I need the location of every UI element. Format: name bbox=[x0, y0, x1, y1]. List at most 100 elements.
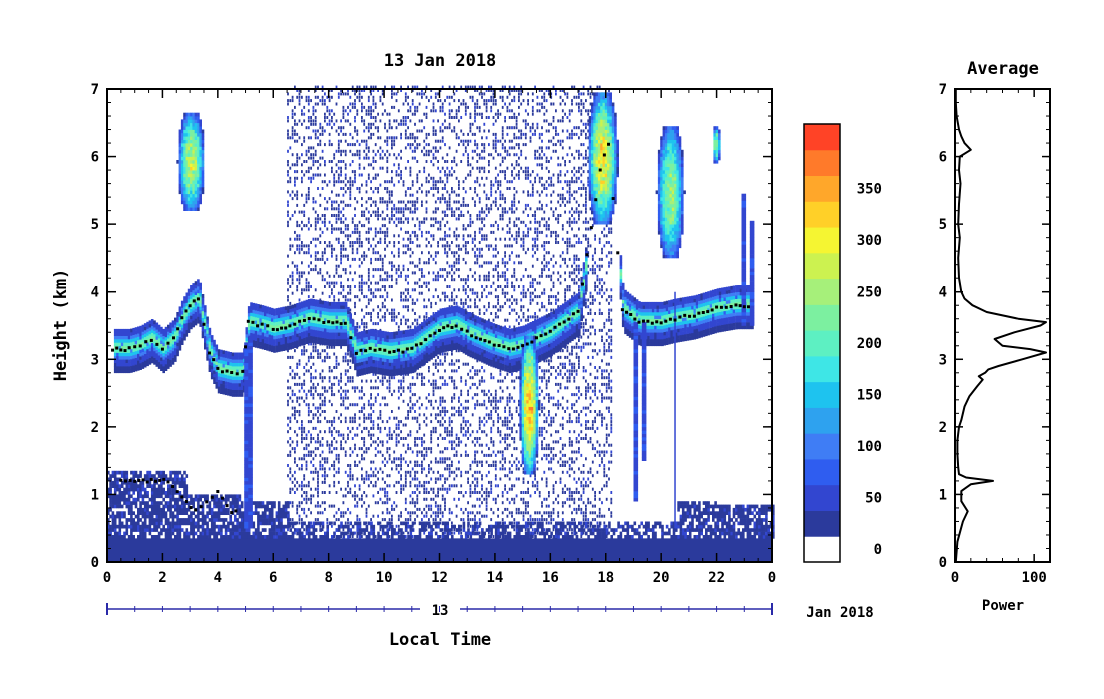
noise-cell bbox=[428, 464, 430, 467]
noise-cell bbox=[347, 480, 349, 484]
bl-cell bbox=[677, 521, 680, 526]
bl-cell bbox=[197, 535, 200, 539]
bl-cell bbox=[130, 501, 133, 505]
noise-cell bbox=[287, 386, 289, 390]
noise-cell bbox=[395, 440, 398, 444]
noise-cell bbox=[411, 521, 414, 525]
noise-cell bbox=[319, 203, 322, 207]
bl-cell bbox=[109, 524, 112, 529]
noise-cell bbox=[437, 413, 439, 417]
noise-cell bbox=[303, 288, 306, 292]
noise-cell bbox=[446, 382, 449, 386]
bl-cell bbox=[162, 528, 165, 532]
noise-cell bbox=[414, 156, 416, 160]
noise-cell bbox=[361, 281, 363, 285]
bl-cell bbox=[134, 514, 138, 519]
noise-cell bbox=[379, 197, 382, 201]
noise-cell bbox=[381, 453, 384, 457]
noise-cell bbox=[358, 460, 361, 464]
noise-cell bbox=[301, 112, 303, 116]
noise-cell bbox=[377, 257, 379, 261]
noise-cell bbox=[317, 484, 319, 488]
bl-cell bbox=[737, 511, 740, 515]
noise-cell bbox=[379, 237, 382, 241]
bl-cell bbox=[658, 521, 662, 526]
bl-cell bbox=[123, 491, 126, 495]
noise-cell bbox=[342, 399, 345, 403]
noise-cell bbox=[370, 112, 372, 116]
noise-cell bbox=[367, 146, 370, 150]
noise-cell bbox=[354, 403, 356, 407]
noise-cell bbox=[402, 180, 405, 184]
bl-cell bbox=[686, 528, 690, 532]
bl-cell bbox=[428, 521, 431, 526]
bl-cell bbox=[160, 514, 163, 519]
noise-cell bbox=[391, 312, 393, 315]
bl-cell bbox=[146, 494, 149, 499]
noise-cell bbox=[393, 92, 396, 96]
noise-cell bbox=[305, 433, 308, 437]
bl-cell bbox=[568, 524, 572, 529]
bl-cell bbox=[224, 528, 228, 532]
bl-cell bbox=[705, 507, 708, 512]
noise-cell bbox=[328, 355, 331, 359]
noise-cell bbox=[432, 389, 435, 393]
bl-cell bbox=[236, 497, 239, 502]
bl-cell bbox=[737, 528, 740, 532]
noise-cell bbox=[361, 95, 363, 99]
bl-cell bbox=[748, 507, 752, 512]
noise-cell bbox=[312, 450, 315, 454]
noise-cell bbox=[333, 285, 336, 288]
bl-cell bbox=[113, 480, 117, 485]
bl-cell bbox=[707, 507, 710, 512]
noise-cell bbox=[321, 369, 324, 373]
noise-cell bbox=[349, 416, 352, 420]
noise-cell bbox=[446, 95, 449, 99]
noise-cell bbox=[370, 116, 372, 119]
noise-cell bbox=[444, 210, 446, 214]
bl-cell bbox=[153, 501, 156, 505]
noise-cell bbox=[451, 535, 453, 538]
bl-cell bbox=[705, 511, 708, 515]
noise-cell bbox=[294, 170, 296, 174]
noise-cell bbox=[414, 281, 416, 285]
noise-cell bbox=[347, 227, 349, 231]
bl-cell bbox=[742, 507, 745, 512]
noise-cell bbox=[324, 389, 326, 393]
bl-cell bbox=[160, 487, 163, 492]
noise-cell bbox=[344, 176, 347, 180]
noise-cell bbox=[395, 207, 398, 211]
noise-cell bbox=[307, 450, 310, 454]
bl-cell bbox=[171, 524, 175, 529]
bl-cell bbox=[631, 524, 634, 529]
noise-cell bbox=[444, 497, 446, 501]
noise-cell bbox=[321, 437, 324, 440]
noise-cell bbox=[402, 220, 405, 224]
bl-cell bbox=[155, 528, 159, 532]
noise-cell bbox=[326, 345, 329, 349]
noise-cell bbox=[388, 241, 391, 244]
noise-cell bbox=[432, 491, 435, 494]
noise-cell bbox=[370, 413, 372, 417]
noise-cell bbox=[434, 494, 437, 498]
bl-cell bbox=[287, 524, 290, 529]
noise-cell bbox=[381, 224, 384, 228]
noise-cell bbox=[397, 210, 400, 214]
noise-cell bbox=[319, 271, 322, 275]
noise-cell bbox=[340, 443, 342, 447]
bl-cell bbox=[333, 521, 336, 526]
noise-cell bbox=[328, 95, 331, 99]
noise-cell bbox=[448, 193, 451, 197]
bl-cell bbox=[501, 535, 505, 539]
bl-cell bbox=[176, 524, 179, 529]
noise-cell bbox=[289, 99, 292, 103]
noise-cell bbox=[379, 278, 382, 282]
noise-cell bbox=[312, 119, 315, 123]
noise-cell bbox=[287, 281, 289, 285]
noise-cell bbox=[342, 105, 345, 109]
noise-cell bbox=[305, 285, 308, 288]
noise-cell bbox=[386, 524, 389, 528]
noise-cell bbox=[432, 105, 435, 109]
noise-cell bbox=[379, 528, 382, 532]
bl-cell bbox=[213, 518, 216, 522]
